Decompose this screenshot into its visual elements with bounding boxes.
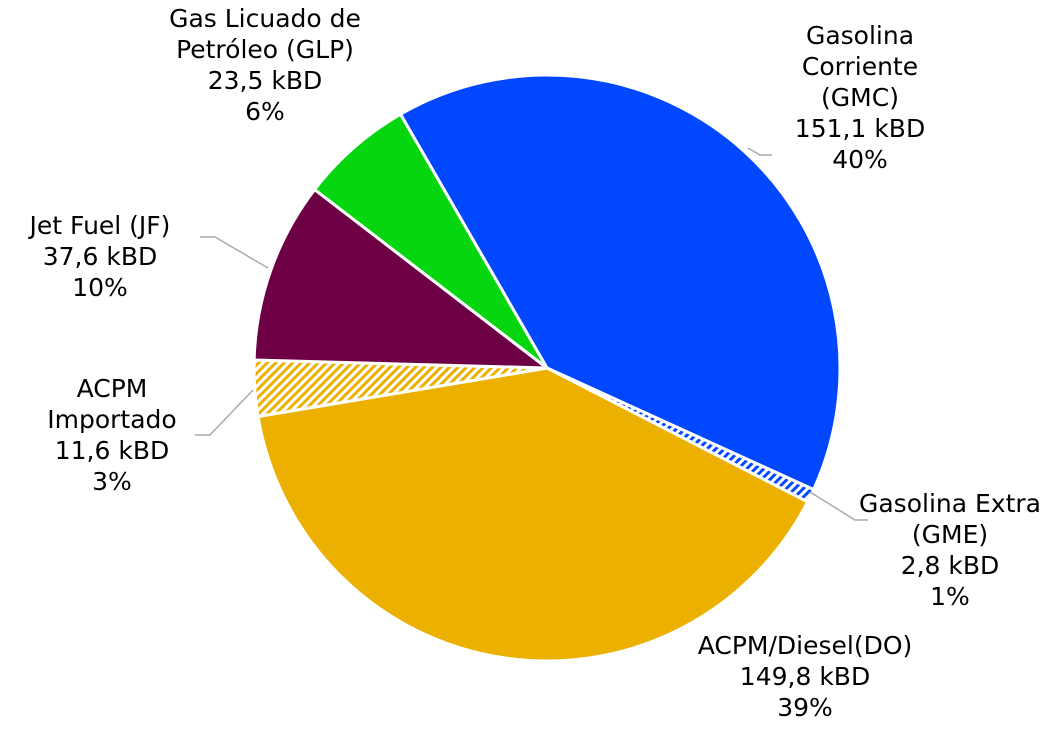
slice-label: ACPM Importado 11,6 kBD 3%: [17, 373, 207, 497]
percent-label: 6%: [245, 97, 285, 126]
slice-label: Jet Fuel (JF) 37,6 kBD 10%: [0, 210, 200, 303]
percent-label: 1%: [930, 582, 970, 611]
category-label: Gas Licuado de Petróleo (GLP): [169, 4, 361, 64]
value-label: 149,8 kBD: [739, 662, 871, 691]
slice-label: ACPM/Diesel(DO) 149,8 kBD 39%: [665, 630, 945, 723]
value-label: 151,1 kBD: [794, 114, 926, 143]
category-label: Gasolina Extra (GME): [858, 489, 1041, 549]
percent-label: 10%: [72, 273, 128, 302]
category-label: ACPM/Diesel(DO): [697, 631, 913, 660]
slice-label: Gasolina Extra (GME) 2,8 kBD 1%: [850, 488, 1045, 612]
category-label: ACPM Importado: [47, 374, 177, 434]
percent-label: 3%: [92, 467, 132, 496]
pie-slice: [312, 112, 549, 370]
value-label: 37,6 kBD: [42, 242, 158, 271]
percent-label: 40%: [832, 145, 888, 174]
leader-lines: [195, 147, 868, 521]
value-label: 11,6 kBD: [54, 436, 170, 465]
category-label: Gasolina Corriente (GMC): [801, 21, 919, 112]
slice-label: Gas Licuado de Petróleo (GLP) 23,5 kBD 6%: [160, 3, 370, 127]
pie-slice: [252, 187, 552, 370]
value-label: 23,5 kBD: [207, 66, 323, 95]
category-label: Jet Fuel (JF): [29, 211, 171, 240]
pie-slice: [256, 366, 810, 663]
percent-label: 39%: [777, 693, 833, 722]
pie-slice: [398, 73, 842, 492]
value-label: 2,8 kBD: [900, 551, 1000, 580]
slice-label: Gasolina Corriente (GMC) 151,1 kBD 40%: [765, 20, 955, 175]
